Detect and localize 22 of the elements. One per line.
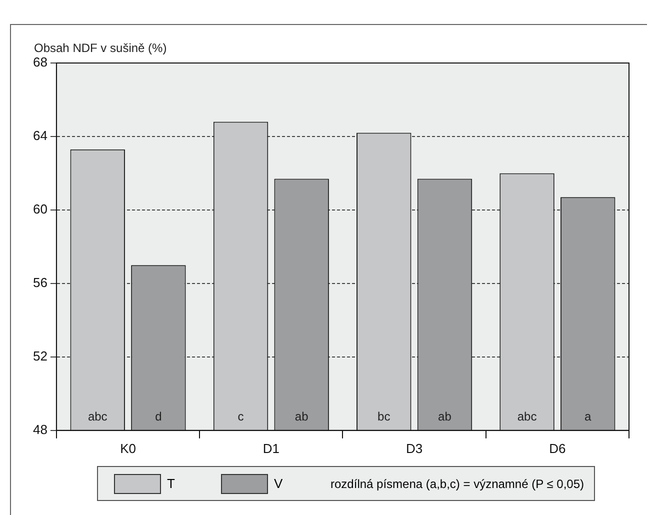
y-tick-label: 64 <box>32 128 48 144</box>
legend-label: V <box>274 476 283 491</box>
data-label: c <box>238 409 244 424</box>
data-label: a <box>584 409 592 424</box>
y-tick-label: 60 <box>32 202 48 217</box>
y-axis-title: Obsah NDF v sušině (%) <box>34 41 167 55</box>
y-tick-label: 68 <box>32 54 48 70</box>
legend-label: T <box>167 476 175 491</box>
y-tick-label: 52 <box>32 348 48 364</box>
x-tick-label: D3 <box>406 440 423 456</box>
x-tick-label: D1 <box>262 440 280 456</box>
y-tick-label: 56 <box>32 275 48 290</box>
data-label: ab <box>438 409 452 424</box>
text: rozdílná písmena (a,b,c) = významné (P ≤ 0,05) <box>330 476 584 490</box>
data-label: abc <box>88 409 108 424</box>
data-label: bc <box>378 409 390 424</box>
y-tick-label: 48 <box>32 422 48 437</box>
data-label: abc <box>517 409 537 424</box>
data-label: d <box>155 409 162 424</box>
x-tick-label: K0 <box>120 440 136 456</box>
data-label: ab <box>294 409 309 424</box>
x-tick-label: D6 <box>549 440 566 456</box>
